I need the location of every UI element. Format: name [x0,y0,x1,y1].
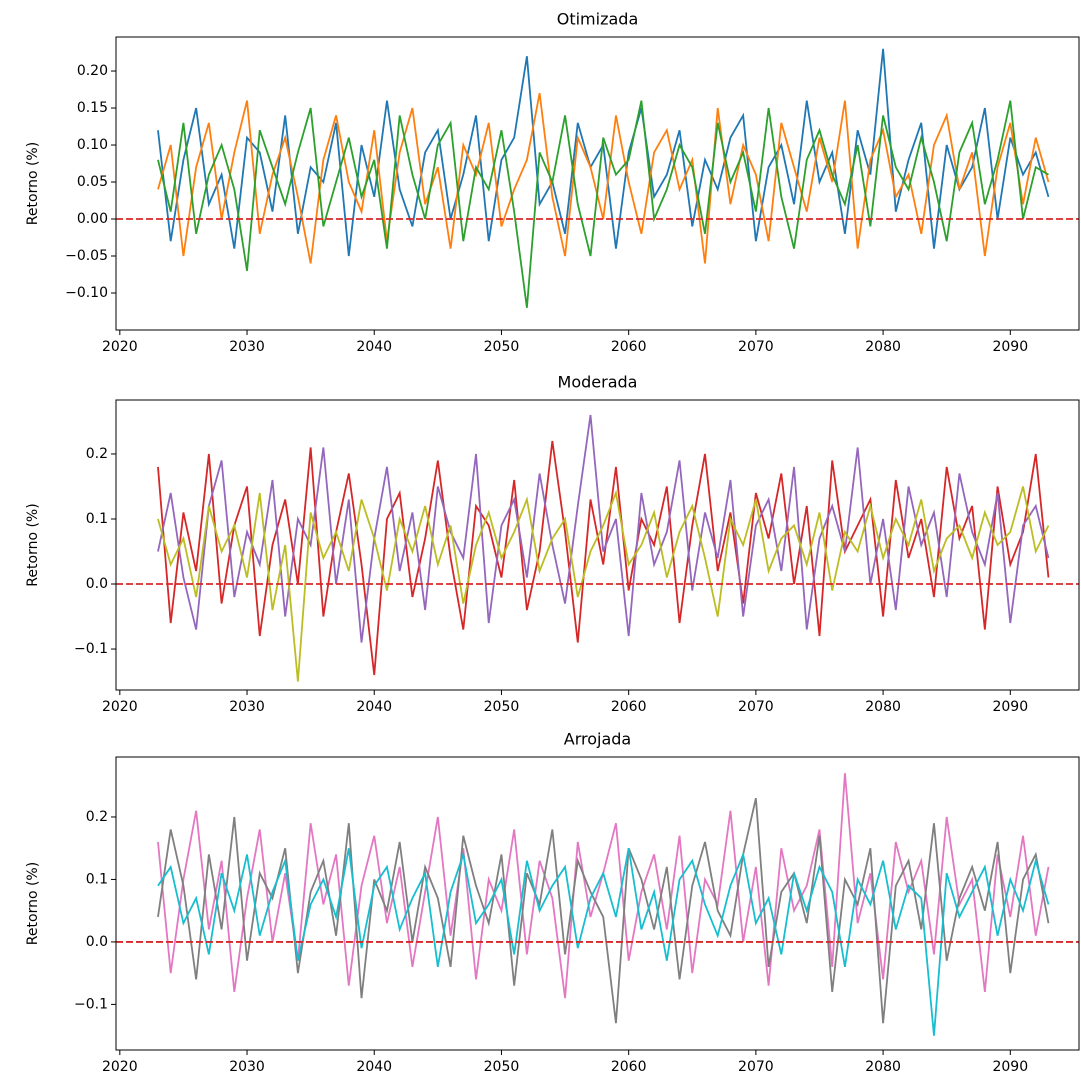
x-tick-label: 2090 [992,1059,1028,1075]
x-tick-label: 2030 [229,339,265,355]
x-tick-label: 2030 [229,1059,265,1075]
axes-frame [115,36,1080,331]
y-tick-label: −0.1 [74,996,108,1012]
series-line [157,773,1050,999]
x-tick-label: 2050 [484,339,520,355]
series-line [157,486,1050,682]
y-tick-label: 0.2 [86,446,108,462]
series-line [157,414,1050,643]
x-tick-label: 2060 [611,699,647,715]
x-tick-label: 2040 [356,1059,392,1075]
y-axis-label: Retorno (%) [25,503,41,586]
x-tick-label: 2020 [102,339,138,355]
series-line [157,798,1050,1024]
y-tick-label: 0.10 [77,137,108,153]
x-tick-label: 2050 [484,1059,520,1075]
x-tick-label: 2020 [102,1059,138,1075]
x-tick-label: 2090 [992,339,1028,355]
x-tick-label: 2050 [484,699,520,715]
x-tick-label: 2080 [865,699,901,715]
x-tick-label: 2080 [865,339,901,355]
y-tick-label: 0.00 [77,211,108,227]
x-tick-label: 2070 [738,1059,774,1075]
series-line [157,440,1050,676]
x-tick-label: 2060 [611,1059,647,1075]
series-line [157,93,1050,264]
x-tick-label: 2040 [356,699,392,715]
y-tick-label: 0.15 [77,100,108,116]
x-tick-label: 2090 [992,699,1028,715]
axes-frame [115,756,1080,1051]
series-line [157,48,1050,257]
series-line [157,100,1049,308]
y-tick-label: −0.05 [65,248,108,264]
y-tick-label: −0.10 [65,285,108,301]
chart-title: Otimizada [557,10,639,29]
y-tick-label: 0.20 [77,63,108,79]
x-tick-label: 2030 [229,699,265,715]
y-tick-label: 0.1 [86,871,108,887]
x-tick-label: 2070 [738,699,774,715]
y-tick-label: 0.2 [86,809,108,825]
y-tick-label: 0.0 [86,576,108,592]
chart-title: Moderada [558,373,638,392]
y-axis-label: Retorno (%) [25,142,41,225]
y-tick-label: 0.05 [77,174,108,190]
x-tick-label: 2020 [102,699,138,715]
chart-title: Arrojada [564,730,631,749]
y-tick-label: −0.1 [74,641,108,657]
x-tick-label: 2080 [865,1059,901,1075]
x-tick-label: 2040 [356,339,392,355]
y-tick-label: 0.1 [86,511,108,527]
y-tick-label: 0.0 [86,934,108,950]
y-axis-label: Retorno (%) [25,862,41,945]
axes-frame [115,399,1080,691]
series-line [157,848,1050,1036]
x-tick-label: 2060 [611,339,647,355]
x-tick-label: 2070 [738,339,774,355]
